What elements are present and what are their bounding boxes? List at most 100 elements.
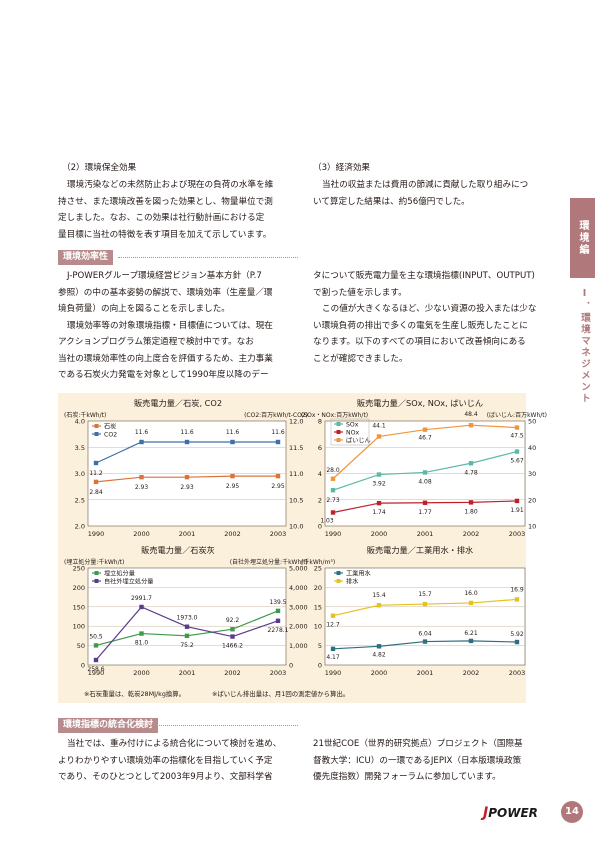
y-tick-label: 2.0 bbox=[75, 523, 85, 531]
text-line: い環境負荷の排出で多くの電気を生産し販売したことに bbox=[313, 320, 528, 331]
data-label: 15.4 bbox=[372, 592, 386, 599]
text-line: で割った値を示します。 bbox=[313, 287, 407, 298]
y2-tick-label: 10.0 bbox=[289, 523, 303, 531]
data-label: 46.7 bbox=[418, 435, 432, 442]
data-label: 6.04 bbox=[418, 631, 432, 638]
data-point bbox=[139, 439, 144, 445]
data-point bbox=[330, 510, 336, 515]
data-point bbox=[139, 631, 144, 636]
y-tick-label: 3.0 bbox=[75, 470, 85, 478]
y2-axis-label: (自社外埋立処分量:千kWh/t) bbox=[230, 558, 308, 566]
legend-marker bbox=[336, 571, 341, 575]
data-label: 6.21 bbox=[464, 630, 478, 637]
data-point bbox=[93, 657, 99, 663]
y-tick-label: 200 bbox=[73, 584, 85, 592]
chart-title: 販売電力量／石炭, CO2 bbox=[134, 398, 222, 408]
y-tick-label: 150 bbox=[73, 603, 85, 611]
section-tab[interactable]: 環境編 bbox=[570, 198, 595, 278]
data-point bbox=[514, 449, 520, 454]
y2-tick-label: 12.0 bbox=[289, 418, 303, 426]
data-point bbox=[230, 439, 235, 445]
y-axis-label: (SOx・NOx:百万kWh/t) bbox=[301, 412, 368, 419]
data-label: 4.17 bbox=[326, 654, 340, 661]
y2-tick-label: 40 bbox=[528, 444, 536, 452]
y-tick-label: 0 bbox=[318, 523, 322, 531]
note-dust: ※ばいじん排出量は、月1回の測定値から算出。 bbox=[212, 690, 350, 698]
data-point bbox=[422, 601, 428, 607]
y-tick-label: 15 bbox=[314, 603, 322, 611]
page-number: 14 bbox=[561, 801, 583, 823]
y2-tick-label: 4,000 bbox=[289, 584, 308, 592]
legend-label: CO2 bbox=[104, 431, 117, 438]
y2-tick-label: 3,000 bbox=[289, 603, 308, 611]
data-label: 11.2 bbox=[89, 470, 103, 477]
legend-marker bbox=[336, 438, 341, 442]
data-point bbox=[468, 500, 474, 505]
data-point bbox=[275, 439, 281, 445]
data-label: 2.73 bbox=[326, 497, 340, 504]
x-tick-label: 2000 bbox=[133, 530, 150, 538]
chart-title: 販売電力量／SOx, NOx, ばいじん bbox=[357, 398, 483, 408]
y2-axis-label: (CO2:百万kWh/t-CO2) bbox=[244, 412, 308, 419]
y2-tick-label: 20 bbox=[528, 496, 536, 504]
text-line: なります。以下のすべての項目において改善傾向にある bbox=[313, 337, 526, 347]
data-point bbox=[376, 500, 382, 506]
y2-tick-label: 2,000 bbox=[289, 623, 308, 631]
data-point bbox=[184, 633, 190, 639]
data-point bbox=[330, 646, 336, 652]
data-label: 11.6 bbox=[135, 429, 149, 436]
legend-label: 埋立処分量 bbox=[104, 569, 135, 577]
legend-marker bbox=[94, 424, 99, 428]
data-label: 1.77 bbox=[418, 509, 432, 516]
data-label: 12.7 bbox=[326, 622, 340, 629]
x-tick-label: 1990 bbox=[325, 669, 342, 677]
data-point bbox=[514, 425, 520, 430]
text-line: 持させ、また環境改善を図った効果とし、物量単位で測 bbox=[58, 196, 273, 207]
data-point bbox=[422, 470, 428, 475]
legend-marker bbox=[94, 571, 99, 575]
text-line: J-POWERグループ環境経営ビジョン基本方針（P.7 bbox=[67, 271, 262, 281]
data-point bbox=[422, 500, 428, 505]
y-tick-label: 4 bbox=[318, 470, 322, 478]
text-line: 定しました。なお、この効果は社行動計画における定 bbox=[58, 213, 265, 223]
data-label: 1.91 bbox=[510, 507, 524, 514]
legend-label: SOx bbox=[346, 421, 359, 428]
x-tick-label: 1990 bbox=[88, 669, 105, 677]
data-point bbox=[468, 423, 474, 428]
data-point bbox=[376, 644, 382, 649]
data-point bbox=[376, 603, 382, 608]
text-line: アクションプログラム策定過程で検討中です。なお bbox=[58, 337, 254, 347]
note-coal: ※石炭重量は、乾炭28MJ/kg換算。 bbox=[84, 690, 186, 698]
data-label: 75.2 bbox=[180, 642, 194, 649]
text-line: いて算定した結果は、約56億円でした。 bbox=[313, 196, 470, 207]
x-tick-label: 2003 bbox=[270, 530, 287, 538]
data-label: 2.95 bbox=[226, 483, 240, 490]
data-label: 50.5 bbox=[89, 633, 103, 640]
data-point bbox=[330, 487, 336, 493]
data-point bbox=[376, 472, 382, 477]
y-tick-label: 3.5 bbox=[75, 444, 85, 452]
y-axis-label: (石炭:千kWh/t) bbox=[64, 411, 106, 419]
data-label: 1466.2 bbox=[222, 643, 243, 650]
legend-label: 石炭 bbox=[104, 423, 116, 430]
y2-tick-label: 5,000 bbox=[289, 565, 308, 573]
data-point bbox=[468, 600, 474, 606]
data-label: 5.67 bbox=[510, 458, 524, 465]
legend-label: 排水 bbox=[346, 577, 359, 585]
y-tick-label: 0 bbox=[81, 662, 85, 670]
text-line: この値が大きくなるほど、少ない資源の投入または少な bbox=[322, 304, 537, 314]
y2-tick-label: 11.5 bbox=[289, 444, 303, 452]
y2-tick-label: 30 bbox=[528, 470, 536, 478]
data-point bbox=[330, 613, 336, 618]
x-tick-label: 2003 bbox=[509, 669, 526, 677]
data-point bbox=[93, 479, 99, 485]
y2-tick-label: 1,000 bbox=[289, 642, 308, 650]
y-tick-label: 8 bbox=[318, 418, 322, 426]
x-tick-label: 2002 bbox=[463, 669, 480, 677]
data-label: 4.82 bbox=[372, 651, 386, 658]
y-tick-label: 20 bbox=[314, 584, 322, 592]
plot-area bbox=[324, 567, 526, 666]
data-point bbox=[422, 427, 428, 432]
data-label: 3.92 bbox=[372, 481, 386, 488]
data-point bbox=[139, 604, 144, 610]
